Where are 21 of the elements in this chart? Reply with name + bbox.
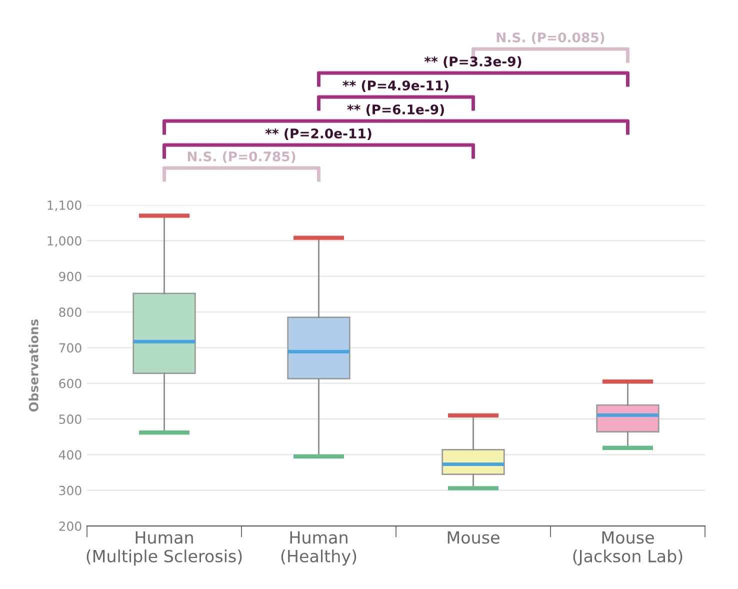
text: ** (P=6.1e-9) <box>347 104 444 116</box>
text: N.S. (P=0.785) <box>188 151 296 163</box>
text: ** (P=4.9e-11) <box>342 80 449 92</box>
y-tick-label: 1,100 <box>48 200 82 212</box>
y-tick-label: 500 <box>59 414 82 424</box>
y-tick-label: 700 <box>59 343 82 353</box>
y-tick-label: 200 <box>59 521 82 531</box>
y-tick-label: 600 <box>59 378 82 388</box>
y-tick-label: 400 <box>58 450 82 460</box>
y-tick-label: 1,000 <box>48 236 82 247</box>
y-tick-label: 300 <box>59 486 82 496</box>
text: N.S. (P=0.085) <box>496 32 604 44</box>
y-tick-label: 900 <box>59 272 82 282</box>
text: ** (P=3.3e-9) <box>424 56 522 68</box>
x-tick-label: Mouse <box>448 531 500 544</box>
x-tick-label: Human (Multiple Sclerosis) <box>86 531 242 566</box>
y-tick-label: 800 <box>59 307 82 317</box>
x-tick-label: Mouse (Jackson Lab) <box>573 531 682 566</box>
text: ** (P=2.0e-11) <box>265 128 372 140</box>
x-tick-label: Human (Healthy) <box>281 531 356 566</box>
y-axis-title: Observations <box>28 319 38 412</box>
